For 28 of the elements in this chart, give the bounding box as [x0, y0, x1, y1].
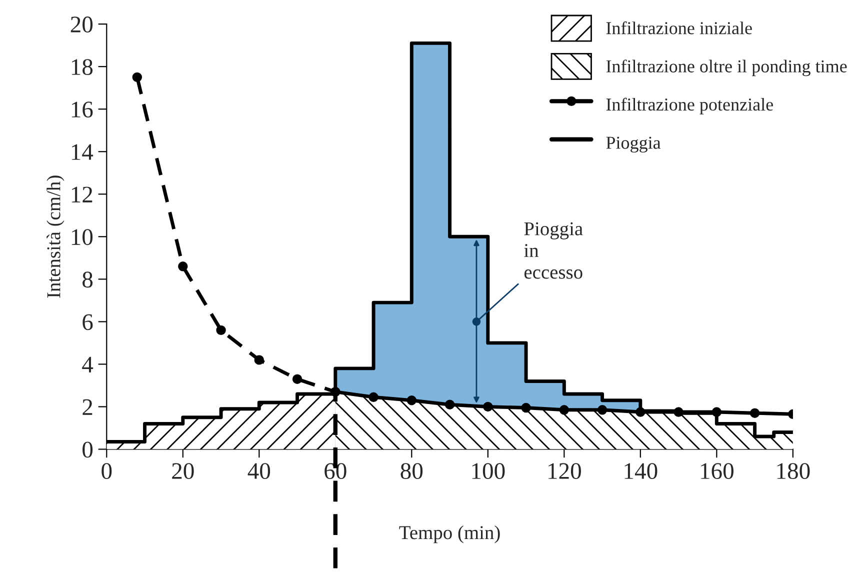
x-tick-label: 60 [324, 463, 346, 480]
x-tick-label: 120 [548, 463, 581, 480]
y-tick-label: 16 [72, 102, 93, 118]
legend-label: Infiltrazione oltre il ponding time [606, 60, 847, 76]
x-axis-title: Tempo (min) [399, 526, 500, 544]
x-tick-label: 160 [701, 463, 734, 480]
x-tick-label: 0 [102, 463, 112, 480]
x-tick-label: 100 [472, 463, 505, 480]
y-axis-title: Intensità (cm/h) [46, 176, 64, 298]
x-tick-label: 40 [248, 463, 270, 480]
y-tick-label: 6 [82, 314, 93, 330]
y-tick-label: 12 [72, 186, 92, 202]
x-tick-label: 140 [624, 463, 658, 480]
y-tick-label: 0 [82, 442, 93, 458]
x-tick-label: 80 [400, 463, 423, 480]
legend-label: Infiltrazione potenziale [606, 98, 773, 114]
y-tick-label: 2 [82, 399, 92, 415]
x-tick-label: 20 [172, 463, 194, 480]
y-tick-label: 10 [72, 229, 93, 246]
legend-label: Pioggia [606, 136, 661, 153]
x-tick-label: 180 [777, 463, 810, 480]
annotation: Pioggia in eccesso [524, 222, 583, 279]
legend-label: Infiltrazione iniziale [606, 21, 752, 34]
y-tick-label: 4 [82, 356, 94, 372]
y-tick-label: 8 [82, 272, 93, 288]
y-tick-label: 20 [70, 16, 93, 32]
y-tick-label: 14 [72, 144, 94, 160]
y-tick-label: 18 [72, 59, 93, 76]
